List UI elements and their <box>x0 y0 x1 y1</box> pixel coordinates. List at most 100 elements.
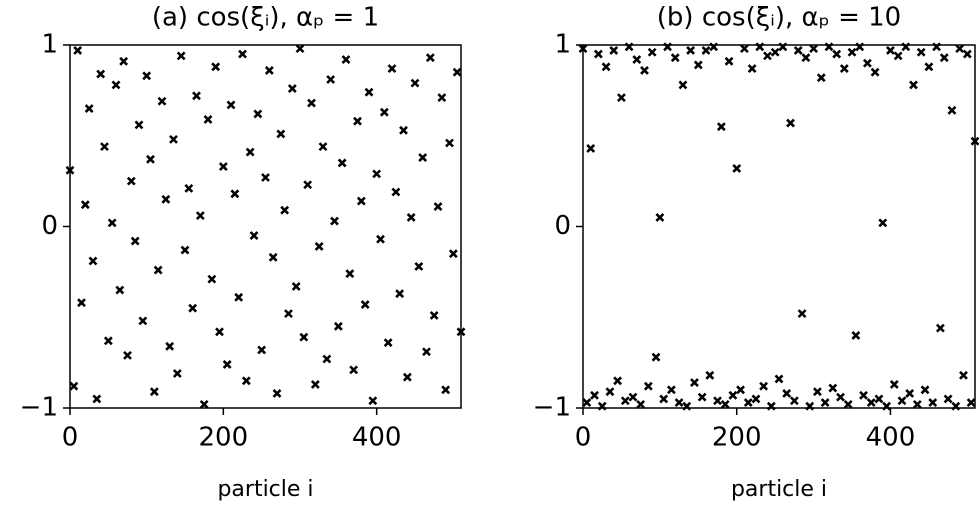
panel-title: (a) cos(ξᵢ), αₚ = 1 <box>152 3 379 33</box>
point <box>192 91 201 101</box>
point <box>912 399 922 409</box>
point <box>743 398 753 407</box>
point <box>640 65 649 75</box>
x-axis-label: particle i <box>731 477 827 502</box>
point <box>349 365 359 375</box>
point <box>372 169 382 179</box>
point <box>943 394 953 404</box>
point <box>272 389 282 398</box>
point <box>165 341 175 351</box>
point <box>249 231 259 240</box>
point <box>747 64 757 74</box>
y-tick-label: −1 <box>20 393 58 423</box>
point <box>360 300 370 309</box>
point <box>123 350 132 360</box>
panel-title: (b) cos(ξᵢ), αₚ = 10 <box>657 3 901 33</box>
point <box>866 398 876 407</box>
point <box>739 44 749 54</box>
point <box>303 180 313 190</box>
point <box>383 338 393 348</box>
x-tick-label: 200 <box>712 423 762 453</box>
point <box>670 53 680 63</box>
point <box>713 396 722 406</box>
point <box>593 49 603 59</box>
y-tick-label: −1 <box>533 393 571 423</box>
point <box>586 144 596 153</box>
point <box>376 234 385 244</box>
point <box>130 236 140 246</box>
point <box>628 392 638 402</box>
point <box>855 42 865 52</box>
point <box>828 383 838 393</box>
point <box>203 114 213 124</box>
point <box>820 398 830 407</box>
point <box>414 262 424 271</box>
point <box>839 64 849 74</box>
point <box>410 78 420 88</box>
point <box>387 64 397 74</box>
point <box>69 381 79 391</box>
point <box>307 98 316 108</box>
point <box>333 321 343 331</box>
point <box>789 396 799 406</box>
point <box>813 387 822 397</box>
y-tick-label: 1 <box>554 30 571 60</box>
point <box>402 372 412 382</box>
point <box>261 173 270 182</box>
point <box>728 390 738 400</box>
point <box>832 49 842 59</box>
point <box>874 394 884 404</box>
point <box>287 84 297 93</box>
point <box>701 46 711 55</box>
point <box>84 104 94 113</box>
point <box>928 398 938 407</box>
point <box>115 285 125 295</box>
point <box>816 73 826 83</box>
point <box>601 62 611 72</box>
point <box>770 47 780 57</box>
point <box>77 298 86 308</box>
point <box>399 125 408 135</box>
point <box>590 390 599 400</box>
point <box>107 218 117 228</box>
point <box>314 242 324 251</box>
point <box>720 399 730 409</box>
point <box>970 136 979 146</box>
point <box>368 396 378 406</box>
point <box>763 51 772 61</box>
point <box>218 162 228 172</box>
plot-frame <box>582 44 976 409</box>
point <box>295 44 305 54</box>
point <box>939 53 949 63</box>
point <box>582 398 592 407</box>
point <box>636 399 646 409</box>
point <box>697 392 707 402</box>
point <box>452 67 462 77</box>
point <box>80 200 90 210</box>
point <box>609 46 619 55</box>
point <box>651 352 661 362</box>
point <box>955 44 965 54</box>
point <box>732 164 742 173</box>
point <box>935 323 945 333</box>
point <box>299 332 309 342</box>
point <box>391 187 401 197</box>
point <box>693 60 703 70</box>
point <box>276 129 286 139</box>
point <box>793 46 803 55</box>
x-axis-label: particle i <box>217 477 313 502</box>
point <box>437 93 447 103</box>
x-tick-label: 400 <box>352 423 402 453</box>
point <box>142 71 152 81</box>
point <box>847 47 857 57</box>
point <box>134 120 144 130</box>
point <box>824 42 834 52</box>
point <box>659 394 669 404</box>
point <box>103 336 113 346</box>
point <box>859 390 868 400</box>
point <box>655 213 665 222</box>
point <box>778 42 788 52</box>
point <box>356 196 366 206</box>
point <box>379 107 389 117</box>
point <box>809 44 819 54</box>
